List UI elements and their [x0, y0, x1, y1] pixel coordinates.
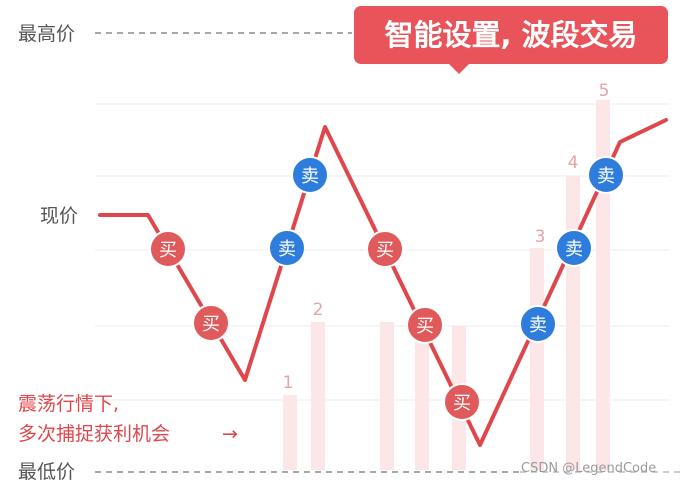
buy-marker-label: 买	[453, 393, 471, 414]
buy-marker: 买	[406, 306, 444, 344]
banner-box	[354, 6, 668, 64]
sell-markers: 卖 卖 卖 卖 卖	[268, 156, 625, 343]
volume-bars	[283, 100, 610, 470]
buy-marker: 买	[366, 230, 404, 268]
sell-marker-label: 卖	[278, 239, 296, 260]
buy-markers: 买 买 买 买 买	[149, 230, 481, 421]
current-price-label: 现价	[40, 205, 78, 227]
step-numbers: 1 2 3 4 5	[283, 81, 610, 393]
sell-marker: 卖	[519, 305, 557, 343]
bar	[283, 395, 297, 470]
bar	[380, 322, 394, 470]
buy-marker-label: 买	[416, 316, 434, 337]
buy-marker: 买	[443, 383, 481, 421]
bar	[596, 100, 610, 470]
buy-marker: 买	[149, 230, 187, 268]
banner-text: 智能设置, 波段交易	[384, 18, 637, 52]
high-price-label: 最高价	[18, 23, 75, 45]
bar	[530, 248, 544, 470]
note-line-1: 震荡行情下,	[18, 393, 119, 415]
banner-pointer	[448, 63, 470, 74]
sell-marker-label: 卖	[301, 166, 319, 187]
buy-marker: 买	[192, 304, 230, 342]
strategy-note: 震荡行情下, 多次捕捉获利机会 →	[18, 393, 238, 445]
sell-marker: 卖	[555, 229, 593, 267]
step-number-4: 4	[568, 153, 579, 173]
price-line	[98, 118, 668, 447]
bar	[566, 176, 580, 470]
step-number-1: 1	[283, 373, 294, 393]
buy-marker-label: 买	[202, 314, 220, 335]
bar	[311, 322, 325, 470]
step-number-3: 3	[535, 227, 546, 247]
strategy-banner: 智能设置, 波段交易	[354, 6, 668, 74]
buy-marker-label: 买	[376, 240, 394, 261]
buy-marker-label: 买	[159, 240, 177, 261]
note-line-2: 多次捕捉获利机会	[18, 423, 170, 445]
watermark: CSDN @LegendCode	[521, 461, 656, 476]
bar	[415, 332, 429, 470]
sell-marker-label: 卖	[597, 166, 615, 187]
sell-marker-label: 卖	[529, 315, 547, 336]
step-number-2: 2	[313, 300, 324, 320]
sell-marker: 卖	[268, 229, 306, 267]
sell-marker: 卖	[291, 156, 329, 194]
arrow-right-icon: →	[222, 423, 238, 445]
low-price-label: 最低价	[18, 461, 75, 483]
step-number-5: 5	[599, 81, 610, 101]
sell-marker-label: 卖	[565, 239, 583, 260]
sell-marker: 卖	[587, 156, 625, 194]
